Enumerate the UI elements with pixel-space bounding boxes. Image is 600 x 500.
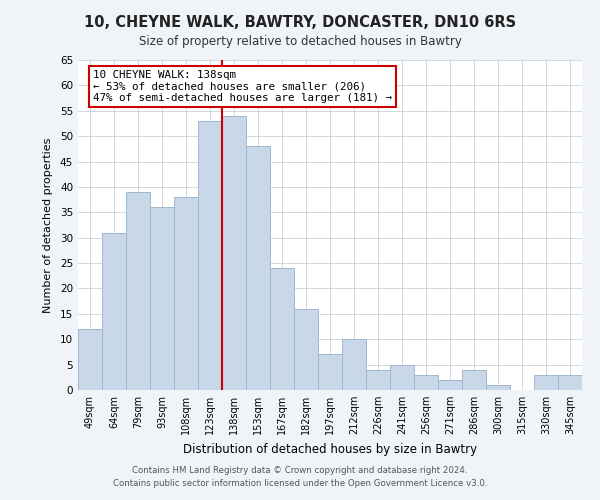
Bar bbox=[486, 385, 510, 390]
Bar bbox=[150, 207, 174, 390]
Bar bbox=[558, 375, 582, 390]
Bar bbox=[270, 268, 294, 390]
Bar bbox=[366, 370, 390, 390]
Bar bbox=[318, 354, 342, 390]
Bar bbox=[222, 116, 246, 390]
Bar bbox=[294, 309, 318, 390]
Bar bbox=[78, 329, 102, 390]
Bar bbox=[126, 192, 150, 390]
Bar bbox=[462, 370, 486, 390]
Bar bbox=[534, 375, 558, 390]
Bar bbox=[414, 375, 438, 390]
Bar bbox=[342, 339, 366, 390]
Text: 10, CHEYNE WALK, BAWTRY, DONCASTER, DN10 6RS: 10, CHEYNE WALK, BAWTRY, DONCASTER, DN10… bbox=[84, 15, 516, 30]
Y-axis label: Number of detached properties: Number of detached properties bbox=[43, 138, 53, 312]
Text: Contains HM Land Registry data © Crown copyright and database right 2024.
Contai: Contains HM Land Registry data © Crown c… bbox=[113, 466, 487, 487]
Bar bbox=[198, 121, 222, 390]
Bar bbox=[438, 380, 462, 390]
Bar bbox=[102, 232, 126, 390]
Text: Size of property relative to detached houses in Bawtry: Size of property relative to detached ho… bbox=[139, 35, 461, 48]
Text: 10 CHEYNE WALK: 138sqm
← 53% of detached houses are smaller (206)
47% of semi-de: 10 CHEYNE WALK: 138sqm ← 53% of detached… bbox=[93, 70, 392, 103]
Bar bbox=[174, 197, 198, 390]
X-axis label: Distribution of detached houses by size in Bawtry: Distribution of detached houses by size … bbox=[183, 442, 477, 456]
Bar bbox=[390, 364, 414, 390]
Bar bbox=[246, 146, 270, 390]
